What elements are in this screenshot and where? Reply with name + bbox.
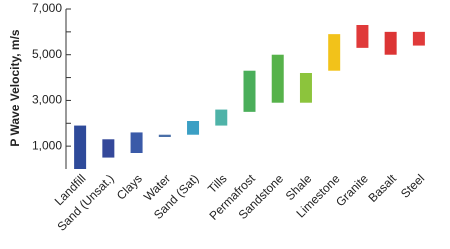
bar [74, 125, 87, 169]
y-tick-label: 1,000 [32, 138, 62, 152]
y-axis-label: P Wave Velocity, m/s [8, 29, 22, 146]
bar [299, 73, 312, 103]
bar [187, 121, 200, 135]
bar [384, 31, 397, 55]
x-tick-label: Steel [398, 171, 427, 200]
y-tick-label: 3,000 [32, 93, 62, 107]
bar [158, 134, 171, 137]
y-tick-label: 5,000 [32, 47, 62, 61]
x-tick-label: Basalt [366, 171, 400, 205]
bar [328, 34, 341, 71]
bar [412, 31, 425, 46]
bar [271, 54, 284, 103]
y-tick-label: 7,000 [32, 1, 62, 15]
x-tick-label: Clays [114, 171, 145, 202]
bar [130, 132, 143, 153]
bar [102, 139, 115, 158]
bar [215, 109, 228, 126]
x-tick-label: Granite [333, 171, 371, 209]
bar [243, 70, 256, 112]
bar [356, 25, 369, 48]
